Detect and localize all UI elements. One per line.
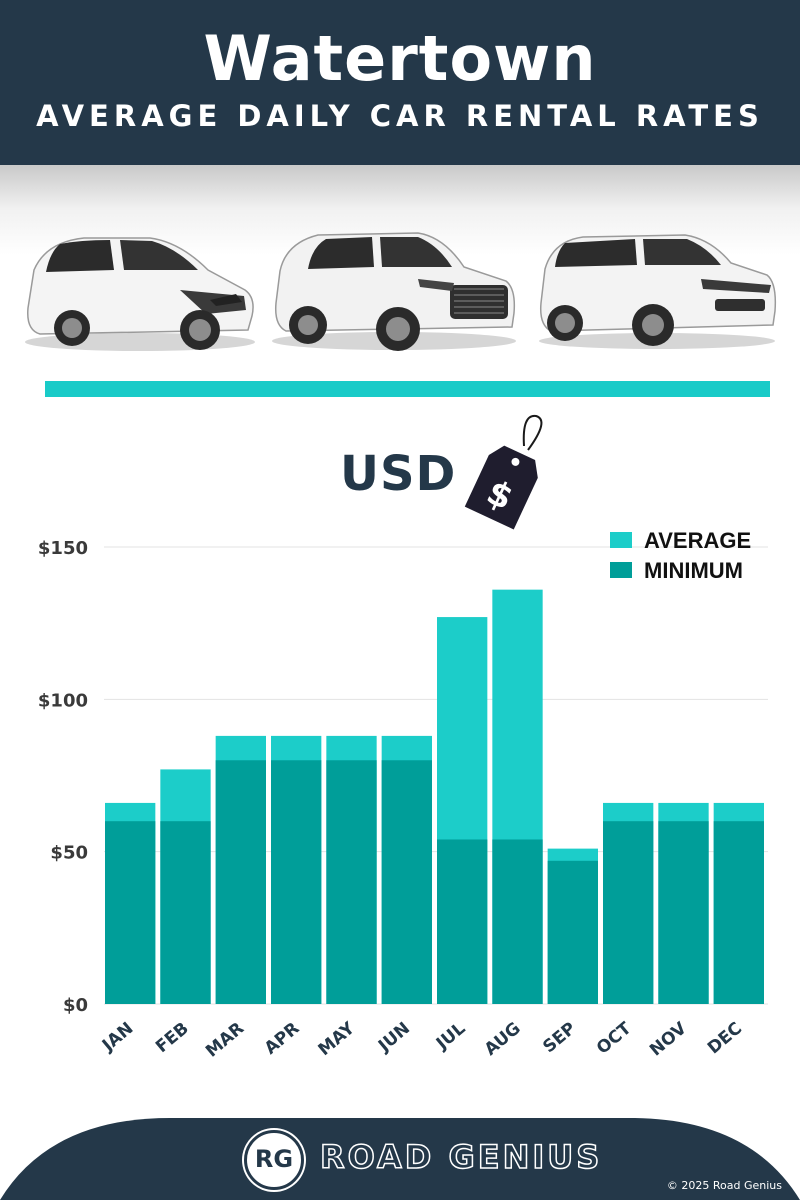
bar-minimum bbox=[160, 821, 211, 1004]
copyright-text: © 2025 Road Genius bbox=[666, 1179, 782, 1192]
currency-badge: USD $ bbox=[340, 410, 543, 530]
legend-label: MINIMUM bbox=[644, 558, 743, 583]
x-category-label: SEP bbox=[539, 1019, 580, 1058]
x-category-label: MAR bbox=[202, 1019, 248, 1062]
logo-monogram: RG bbox=[254, 1145, 294, 1173]
y-tick-label: $100 bbox=[38, 690, 88, 711]
y-tick-label: $150 bbox=[38, 538, 88, 559]
x-category-label: DEC bbox=[704, 1019, 746, 1059]
y-tick-label: $0 bbox=[63, 995, 88, 1016]
accent-divider bbox=[45, 381, 770, 397]
bar-minimum bbox=[381, 760, 432, 1004]
bar-minimum bbox=[326, 760, 377, 1004]
x-category-label: NOV bbox=[646, 1018, 691, 1060]
bar-minimum bbox=[603, 821, 654, 1004]
bar-minimum bbox=[713, 821, 764, 1004]
price-tag-icon: $ bbox=[464, 414, 543, 530]
hatchback-car-icon bbox=[25, 237, 255, 351]
bar-minimum bbox=[215, 760, 266, 1004]
x-category-label: AUG bbox=[481, 1019, 525, 1060]
x-category-label: JUN bbox=[374, 1019, 414, 1057]
bar-minimum bbox=[437, 839, 488, 1004]
bar-minimum bbox=[547, 860, 598, 1004]
currency-label: USD bbox=[340, 446, 457, 502]
y-tick-label: $50 bbox=[50, 843, 88, 864]
car-photo-band bbox=[0, 165, 800, 365]
page-subtitle: AVERAGE DAILY CAR RENTAL RATES bbox=[36, 99, 764, 133]
audi-suv-icon bbox=[272, 232, 516, 351]
x-category-label: APR bbox=[261, 1019, 304, 1059]
footer-curve bbox=[0, 1118, 800, 1200]
rental-rate-bar-chart: $0 $50 $100 $150 JAN FEB MAR APR MAY JUN JUL AUG SE… bbox=[38, 538, 768, 1062]
x-category-label: JAN bbox=[98, 1019, 137, 1057]
bar-minimum bbox=[492, 839, 543, 1004]
bar-minimum bbox=[105, 821, 156, 1004]
header-banner: Watertown AVERAGE DAILY CAR RENTAL RATES bbox=[0, 0, 800, 165]
footer bbox=[0, 1110, 800, 1200]
page-title: Watertown bbox=[203, 22, 597, 95]
road-genius-logo: RG bbox=[244, 1130, 304, 1190]
x-category-label: OCT bbox=[593, 1018, 636, 1058]
brand-name: ROAD GENIUS bbox=[319, 1137, 603, 1177]
legend-swatch bbox=[610, 532, 632, 548]
legend-swatch bbox=[610, 562, 632, 578]
legend-label: AVERAGE bbox=[644, 528, 752, 553]
x-category-label: JUL bbox=[432, 1018, 469, 1054]
bar-minimum bbox=[658, 821, 709, 1004]
x-category-label: FEB bbox=[152, 1019, 193, 1058]
bar-minimum bbox=[271, 760, 322, 1004]
range-rover-suv-icon bbox=[539, 234, 777, 349]
x-category-label: MAY bbox=[315, 1018, 360, 1060]
